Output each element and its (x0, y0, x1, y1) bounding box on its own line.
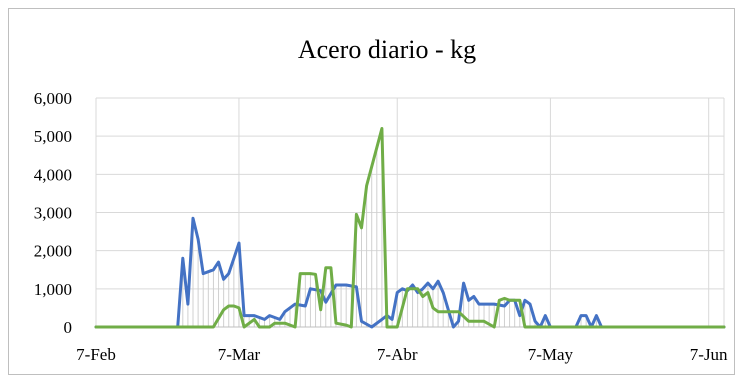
x-tick-labels: 7-Feb 7-Mar 7-Abr 7-May 7-Jun (76, 345, 728, 364)
y-tick-label: 1,000 (34, 280, 72, 299)
grid (95, 97, 724, 327)
y-tick-label: 0 (64, 318, 73, 337)
y-tick-labels: 0 1,000 2,000 3,000 4,000 5,000 6,000 (34, 89, 72, 337)
y-tick-label: 6,000 (34, 89, 72, 108)
x-tick-label: 7-Mar (218, 345, 261, 364)
chart-title: Acero diario - kg (298, 35, 476, 64)
x-tick-label: 7-May (528, 345, 574, 364)
x-tick-label: 7-Jun (690, 345, 728, 364)
x-tick-label: 7-Abr (377, 345, 418, 364)
y-tick-label: 2,000 (34, 242, 72, 261)
series-line-2 (94, 127, 726, 329)
x-tick-label: 7-Feb (76, 345, 116, 364)
series-lines (94, 127, 726, 329)
series-line-1 (94, 216, 726, 329)
y-tick-label: 5,000 (34, 127, 72, 146)
hatch-fill (182, 128, 597, 327)
y-tick-label: 3,000 (34, 204, 72, 223)
y-tick-label: 4,000 (34, 165, 72, 184)
